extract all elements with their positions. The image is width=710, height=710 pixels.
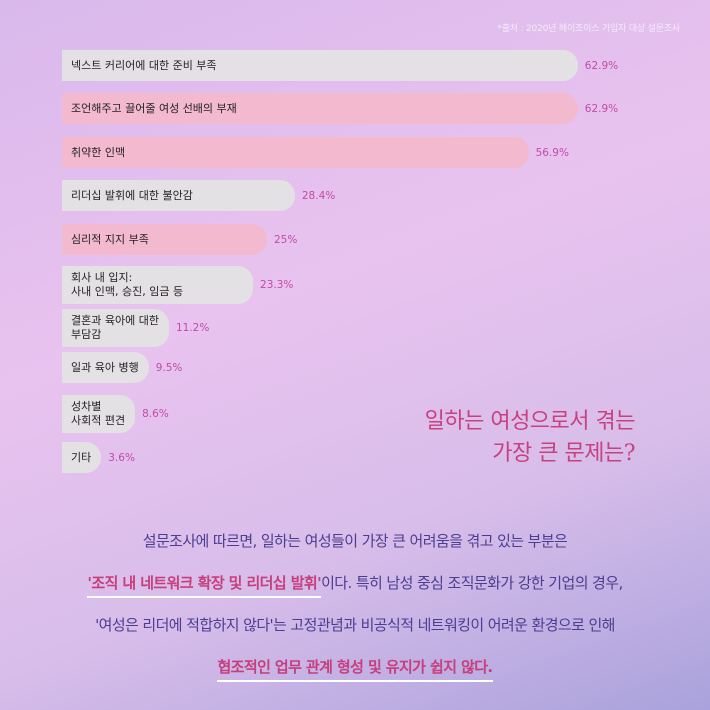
bar-value-label: 28.4% <box>301 189 336 202</box>
underline <box>87 596 322 598</box>
bar: 성차별 사회적 편견 <box>62 395 136 433</box>
bar-row: 결혼과 육아에 대한 부담감 11.2% <box>62 309 209 347</box>
highlight-network: '조직 내 네트워크 확장 및 리더십 발휘' <box>87 574 322 598</box>
body-line-3: '여성은 리더에 적합하지 않다'는 고정관념과 비공식적 네트워킹이 어려운 … <box>95 616 615 634</box>
bar-row: 심리적 지지 부족 25% <box>62 224 297 255</box>
highlight-relations-text: 협조적인 업무 관계 형성 및 유지가 쉽지 않다. <box>217 658 493 676</box>
bar: 기타 <box>62 442 102 473</box>
bar-row: 기타 3.6% <box>62 442 135 473</box>
bar-value-label: 56.9% <box>535 146 569 159</box>
bar-value-label: 25% <box>274 233 298 246</box>
bar-value-label: 3.6% <box>108 451 135 464</box>
bar-row: 취약한 인맥 56.9% <box>62 137 569 168</box>
bar-row: 성차별 사회적 편견 8.6% <box>62 395 169 433</box>
highlight-relations: 협조적인 업무 관계 형성 및 유지가 쉽지 않다. <box>217 658 493 682</box>
body-line-4: 협조적인 업무 관계 형성 및 유지가 쉽지 않다. <box>0 646 710 688</box>
bar-row: 리더십 발휘에 대한 불안감 28.4% <box>62 180 335 211</box>
underline <box>217 680 493 682</box>
bar: 결혼과 육아에 대한 부담감 <box>62 309 169 347</box>
bar: 리더십 발휘에 대한 불안감 <box>62 180 295 211</box>
bar: 조언해주고 끌어줄 여성 선배의 부재 <box>62 93 578 124</box>
bar: 회사 내 입지: 사내 인맥, 승진, 임금 등 <box>62 266 254 304</box>
bar: 넥스트 커리어에 대한 준비 부족 <box>62 50 578 81</box>
body-text: 설문조사에 따르면, 일하는 여성들이 가장 큰 어려움을 겪고 있는 부분은 … <box>0 520 710 688</box>
bar-row: 회사 내 입지: 사내 인맥, 승진, 임금 등 23.3% <box>62 266 293 304</box>
body-line-2: '조직 내 네트워크 확장 및 리더십 발휘' 이다. 특히 남성 중심 조직문화… <box>0 562 710 604</box>
bar-value-label: 23.3% <box>260 279 294 291</box>
bar-row: 일과 육아 병행 9.5% <box>62 352 182 383</box>
body-line-1: 설문조사에 따르면, 일하는 여성들이 가장 큰 어려움을 겪고 있는 부분은 <box>142 532 568 550</box>
bar-value-label: 62.9% <box>584 59 619 72</box>
bar: 일과 육아 병행 <box>62 352 149 383</box>
bar: 취약한 인맥 <box>62 137 529 168</box>
bar-row: 조언해주고 끌어줄 여성 선배의 부재 62.9% <box>62 93 618 124</box>
body-line-2-rest: 이다. 특히 남성 중심 조직문화가 강한 기업의 경우, <box>321 574 623 592</box>
source-note: *출처 : 2020년 헤이조이스 가입자 대상 설문조사 <box>497 24 680 34</box>
bar-value-label: 8.6% <box>142 408 169 420</box>
headline-line-1: 일하는 여성으로서 겪는 <box>424 409 636 434</box>
highlight-network-text: '조직 내 네트워크 확장 및 리더십 발휘' <box>87 574 322 592</box>
bar-row: 넥스트 커리어에 대한 준비 부족 62.9% <box>62 50 618 81</box>
bar-value-label: 9.5% <box>155 361 183 374</box>
headline-line-2: 가장 큰 문제는? <box>492 441 635 466</box>
bar-value-label: 62.9% <box>584 102 619 115</box>
headline: 일하는 여성으로서 겪는 가장 큰 문제는? <box>424 406 636 470</box>
bar: 심리적 지지 부족 <box>62 224 267 255</box>
bar-value-label: 11.2% <box>175 322 210 334</box>
